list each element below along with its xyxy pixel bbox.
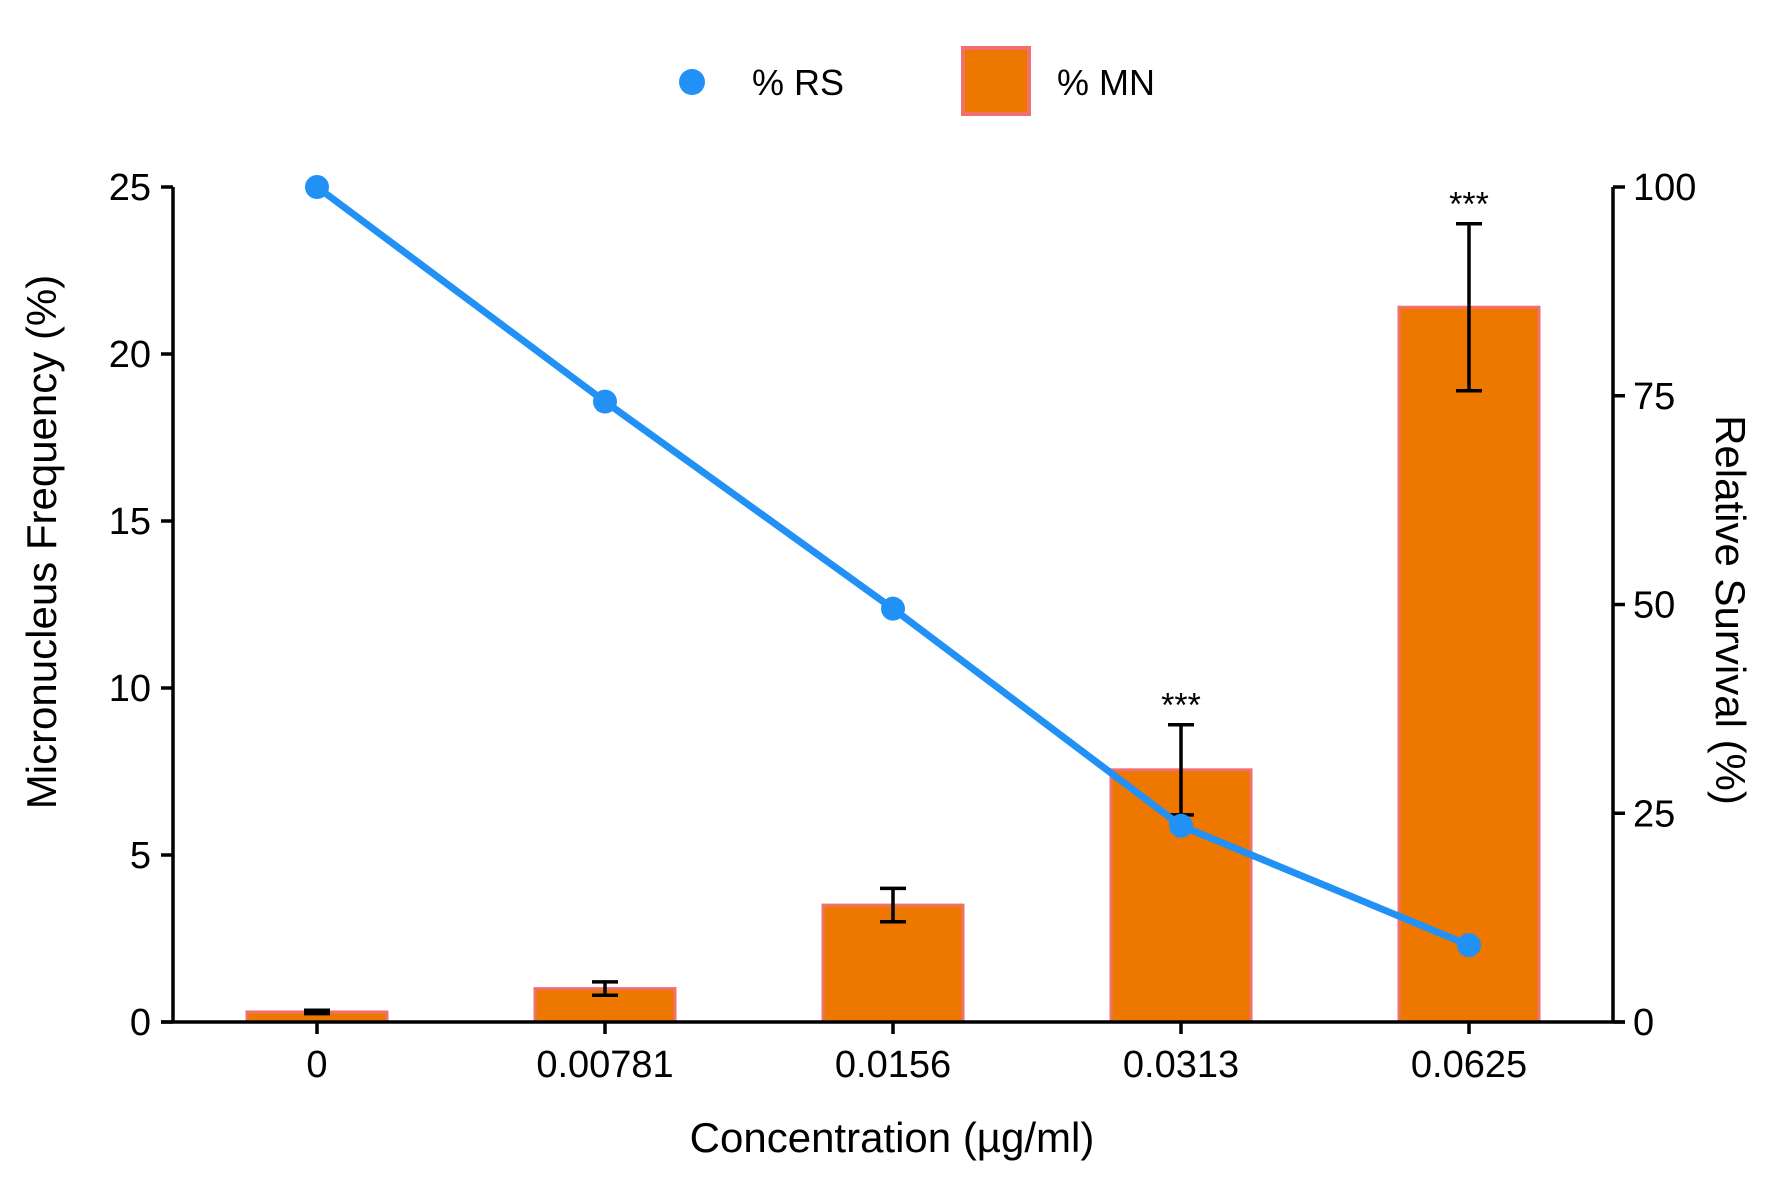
plot-area: *** *** <box>245 175 1541 1024</box>
y-tick-label-0: 0 <box>130 1002 151 1044</box>
y2-tick-label-100: 100 <box>1633 167 1696 209</box>
y2-tick-label-0: 0 <box>1633 1002 1654 1044</box>
line-rs <box>314 184 1471 949</box>
x-tick-label-4: 0.0625 <box>1411 1044 1527 1086</box>
significance-label-4: *** <box>1449 186 1489 224</box>
point-rs-3 <box>1169 813 1193 838</box>
y-tick-label-5: 5 <box>130 835 151 877</box>
significance-label-3: *** <box>1161 687 1201 725</box>
legend: % RS % MN <box>679 46 1155 116</box>
point-rs-4 <box>1457 933 1481 958</box>
point-rs-2 <box>881 596 905 621</box>
x-tick-label-3: 0.0313 <box>1123 1044 1239 1086</box>
y-tick-label-15: 15 <box>109 501 151 543</box>
point-rs-1 <box>593 389 617 414</box>
y2-tick-label-50: 50 <box>1633 585 1675 627</box>
y-axis-title: Micronucleus Frequency (%) <box>18 275 65 810</box>
x-axis-title: Concentration (µg/ml) <box>690 1114 1095 1161</box>
x-tick-label-2: 0.0156 <box>835 1044 951 1086</box>
bar-mn-4 <box>1397 305 1541 1024</box>
y-tick-label-20: 20 <box>109 334 151 376</box>
legend-marker-rs <box>679 69 705 95</box>
legend-marker-mn <box>961 46 1031 116</box>
x-tick-label-1: 0.00781 <box>536 1044 673 1086</box>
y2-axis-title: Relative Survival (%) <box>1707 415 1754 805</box>
y-tick-label-10: 10 <box>109 668 151 710</box>
y2-tick-label-75: 75 <box>1633 376 1675 418</box>
point-rs-0 <box>305 175 329 199</box>
y2-tick-label-25: 25 <box>1633 793 1675 835</box>
x-tick-label-0: 0 <box>306 1044 327 1086</box>
y-tick-label-25: 25 <box>109 167 151 209</box>
axes: 0 5 10 15 20 25 0 25 50 75 100 0 0.00781 0.0156 0.0313… <box>109 167 1697 1086</box>
legend-label-rs: % RS <box>752 62 844 103</box>
legend-label-mn: % MN <box>1057 62 1155 103</box>
